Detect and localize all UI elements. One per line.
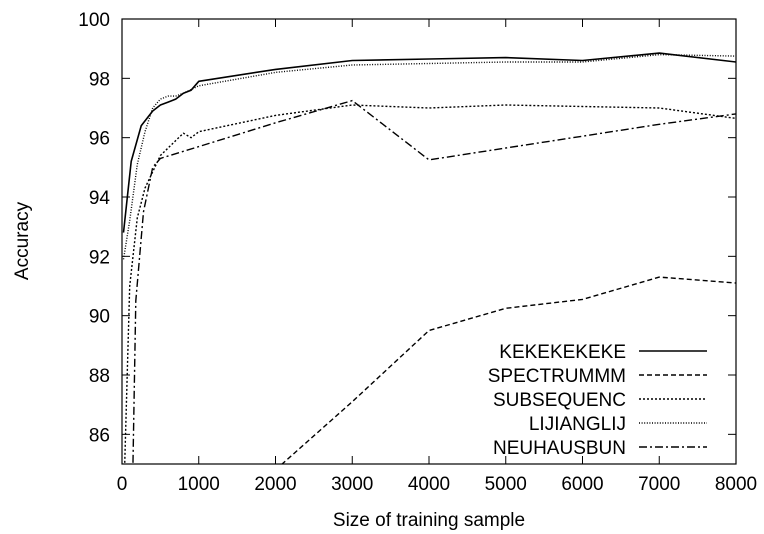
legend-label: SPECTRUMMM: [488, 366, 626, 387]
y-axis-title: Accuracy: [12, 201, 33, 280]
x-tick-label: 5000: [485, 474, 527, 495]
y-tick-label: 92: [89, 247, 110, 268]
x-axis-title: Size of training sample: [333, 510, 525, 531]
legend-label: KEKEKEKEKE: [499, 342, 626, 363]
x-tick-label: 2000: [254, 474, 296, 495]
series-line-2: [281, 276, 736, 464]
x-tick-label: 4000: [408, 474, 450, 495]
series-line-1: [122, 52, 736, 233]
legend-label: NEUHAUSBUN: [493, 438, 626, 459]
x-tick-label: 8000: [715, 474, 757, 495]
series-line-5: [132, 99, 736, 464]
y-tick-label: 94: [89, 188, 111, 209]
x-tick-label: 1000: [178, 474, 220, 495]
y-tick-label: 100: [78, 10, 110, 31]
series-line-3: [124, 104, 736, 464]
y-tick-label: 86: [89, 425, 110, 446]
legend: KEKEKEKEKE SPECTRUMMM SUBSEQUENC LIJIANGLIJ…: [488, 342, 707, 459]
series-lines: [122, 52, 736, 464]
plot-frame: [121, 18, 737, 465]
y-tick-label: 96: [89, 129, 110, 150]
y-tick-label: 98: [89, 69, 110, 90]
x-tick-label: 3000: [331, 474, 373, 495]
x-tick-label: 6000: [561, 474, 603, 495]
legend-label: LIJIANGLIJ: [529, 414, 626, 435]
y-tick-label: 90: [89, 307, 110, 328]
x-tick-label: 0: [117, 474, 128, 495]
y-tick-label: 88: [89, 366, 110, 387]
series-line-4: [122, 53, 736, 260]
axis-ticks: 0 1000 2000 3000 4000 5000 6000 7000 8000 86 88 90 9…: [78, 10, 757, 495]
legend-label: SUBSEQUENC: [493, 390, 626, 411]
x-tick-label: 7000: [638, 474, 680, 495]
